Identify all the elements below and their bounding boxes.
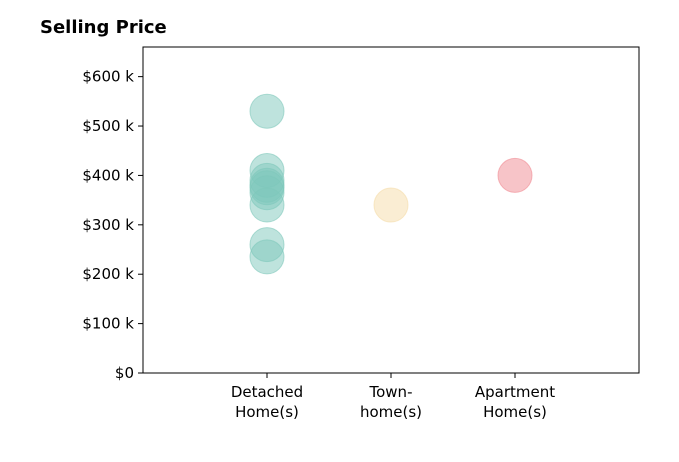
y-tick-label: $500 k	[82, 117, 134, 135]
data-point	[249, 239, 285, 275]
y-tick-label: $400 k	[82, 166, 134, 184]
x-axis: Detached Home(s) Town-home(s) Apartment Home…	[231, 373, 555, 421]
plot-frame	[142, 46, 640, 374]
y-tick-label: $300 k	[82, 216, 134, 234]
y-axis: $0 $100 k $200 k $300 k $400 k $500 k $600 k	[82, 68, 143, 382]
x-tick-label: Apartment Home(s)	[475, 383, 555, 421]
chart-title: Selling Price	[40, 17, 167, 38]
y-tick-label: $100 k	[82, 315, 134, 333]
x-tick-label: Detached Home(s)	[231, 383, 303, 421]
data-point	[497, 157, 533, 193]
x-tick-label: Town-home(s)	[360, 383, 422, 421]
data-points	[249, 93, 533, 275]
data-point	[373, 187, 409, 223]
y-tick-label: $600 k	[82, 68, 134, 86]
data-point	[249, 93, 285, 129]
y-tick-label: $200 k	[82, 265, 134, 283]
data-point	[249, 187, 285, 223]
y-tick-label: $0	[115, 364, 134, 382]
